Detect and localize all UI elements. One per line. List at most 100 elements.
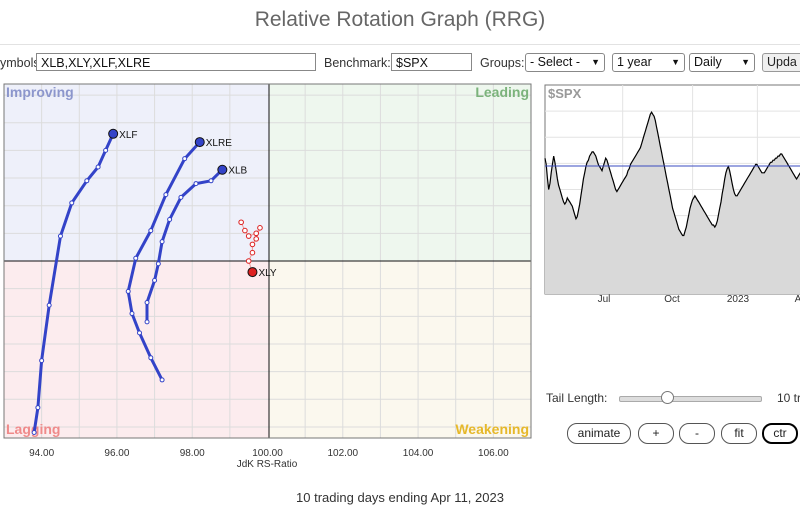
tail-line [145, 168, 224, 324]
x-tick-label: 96.00 [104, 448, 129, 459]
period-select[interactable]: 1 year ▼ [612, 53, 685, 72]
tail-point [159, 239, 165, 245]
zoom-in-button[interactable]: + [638, 423, 674, 444]
tail-length-slider-thumb[interactable] [661, 391, 675, 404]
quadrant-weakening [269, 261, 531, 438]
symbols-input[interactable]: XLB,XLY,XLF,XLRE [36, 53, 316, 71]
spx-price-area [545, 112, 800, 294]
tail-point [245, 233, 252, 239]
tail-point [148, 355, 154, 361]
spx-x-axis-ticks: Jul Oct 2023 A [598, 294, 800, 305]
tail-point [238, 219, 244, 226]
quadrant-label-weakening: Weakening [455, 421, 529, 437]
tail-length-label: Tail Length: [546, 391, 608, 405]
tail-point [144, 299, 150, 305]
tail-point [133, 255, 139, 261]
quadrant-leading [269, 84, 531, 261]
tail-point [182, 156, 188, 162]
quadrant-lagging [4, 261, 269, 438]
series-xlre[interactable]: XLRE [125, 137, 232, 383]
tail-point [159, 377, 165, 383]
tail-point [69, 200, 75, 206]
series-xlf[interactable]: XLF [31, 128, 138, 435]
x-tick-label: 100.00 [252, 448, 283, 459]
series-label: XLB [228, 166, 247, 177]
benchmark-label: Benchmark: [324, 56, 391, 70]
toolbar: ymbols: XLB,XLY,XLF,XLRE Benchmark: $SPX… [0, 52, 800, 74]
spx-chart: $SPX Jul Oct 2023 A [544, 84, 800, 305]
x-tick-label: 106.00 [478, 448, 509, 459]
tail-point [103, 147, 109, 153]
header-divider [0, 44, 800, 45]
tail-point [84, 178, 90, 184]
tail-point [129, 311, 135, 317]
footer-caption: 10 trading days ending Apr 11, 2023 [296, 490, 504, 505]
tail-point [148, 228, 154, 234]
x-tick-label: 102.00 [327, 448, 358, 459]
head-point[interactable] [108, 128, 119, 139]
animate-button[interactable]: animate [567, 423, 631, 444]
tail-point [249, 249, 256, 256]
series-label: XLY [258, 268, 276, 279]
tail-line [126, 140, 202, 382]
x-tick-label: 94.00 [29, 448, 54, 459]
chevron-down-icon: ▼ [591, 57, 600, 67]
series-xlb[interactable]: XLB [144, 164, 248, 325]
tail-point [144, 319, 150, 325]
chevron-down-icon: ▼ [671, 57, 680, 67]
tail-point [46, 302, 52, 308]
zoom-out-button[interactable]: - [679, 423, 715, 444]
x-axis-label: JdK RS-Ratio [237, 459, 298, 470]
symbols-label: ymbols: [0, 56, 44, 70]
tail-point [257, 225, 263, 231]
x-tick-label: 98.00 [180, 448, 205, 459]
tail-point [245, 258, 252, 264]
x-axis-ticks: 94.00 96.00 98.00 100.00 102.00 104.00 106.00 [29, 448, 509, 459]
tail-point [242, 227, 248, 234]
x-tick-label: 104.00 [403, 448, 434, 459]
spx-x-tick-label: Jul [598, 294, 611, 305]
tail-point [95, 164, 101, 170]
series-xly[interactable]: XLY [238, 219, 277, 279]
spx-price-line [544, 111, 800, 237]
spx-x-tick-label: A [795, 294, 800, 305]
spx-x-tick-label: 2023 [727, 294, 750, 305]
tail-point [125, 288, 131, 294]
tail-length-slider[interactable] [619, 391, 762, 404]
update-button[interactable]: Upda [762, 53, 800, 72]
frequency-select[interactable]: Daily ▼ [689, 53, 755, 72]
tail-length-value: 10 tr [777, 391, 800, 405]
groups-select[interactable]: - Select - ▼ [525, 53, 605, 72]
tail-point [155, 261, 161, 267]
tail-point [253, 230, 260, 237]
fit-button[interactable]: fit [721, 423, 757, 444]
tail-point [31, 429, 37, 435]
spx-x-tick-label: Oct [664, 294, 680, 305]
frequency-select-value: Daily [694, 55, 722, 69]
chevron-down-icon: ▼ [741, 57, 750, 67]
period-select-value: 1 year [617, 55, 652, 69]
groups-label: Groups: [480, 56, 525, 70]
tail-point [249, 241, 256, 248]
tail-point [167, 217, 173, 223]
tail-point [57, 233, 63, 239]
tail-point [193, 181, 199, 187]
rrg-chart[interactable]: Improving Leading Lagging Weakening 94.0… [0, 82, 540, 474]
benchmark-input[interactable]: $SPX [391, 53, 472, 71]
spx-title: $SPX [548, 86, 582, 101]
quadrant-label-improving: Improving [6, 84, 74, 100]
head-point[interactable] [194, 137, 205, 148]
quadrant-label-leading: Leading [475, 84, 529, 100]
plot-border [3, 83, 532, 439]
page-title: Relative Rotation Graph (RRG) [254, 8, 546, 31]
tail-point [178, 194, 184, 200]
series-label: XLRE [206, 138, 232, 149]
center-button[interactable]: ctr [762, 423, 798, 444]
tail-point [163, 192, 169, 198]
series-label: XLF [119, 130, 137, 141]
tail-point [35, 405, 41, 411]
head-point[interactable] [247, 267, 258, 278]
head-point[interactable] [217, 164, 228, 175]
groups-select-value: - Select - [530, 55, 581, 69]
tail-point [39, 358, 45, 364]
